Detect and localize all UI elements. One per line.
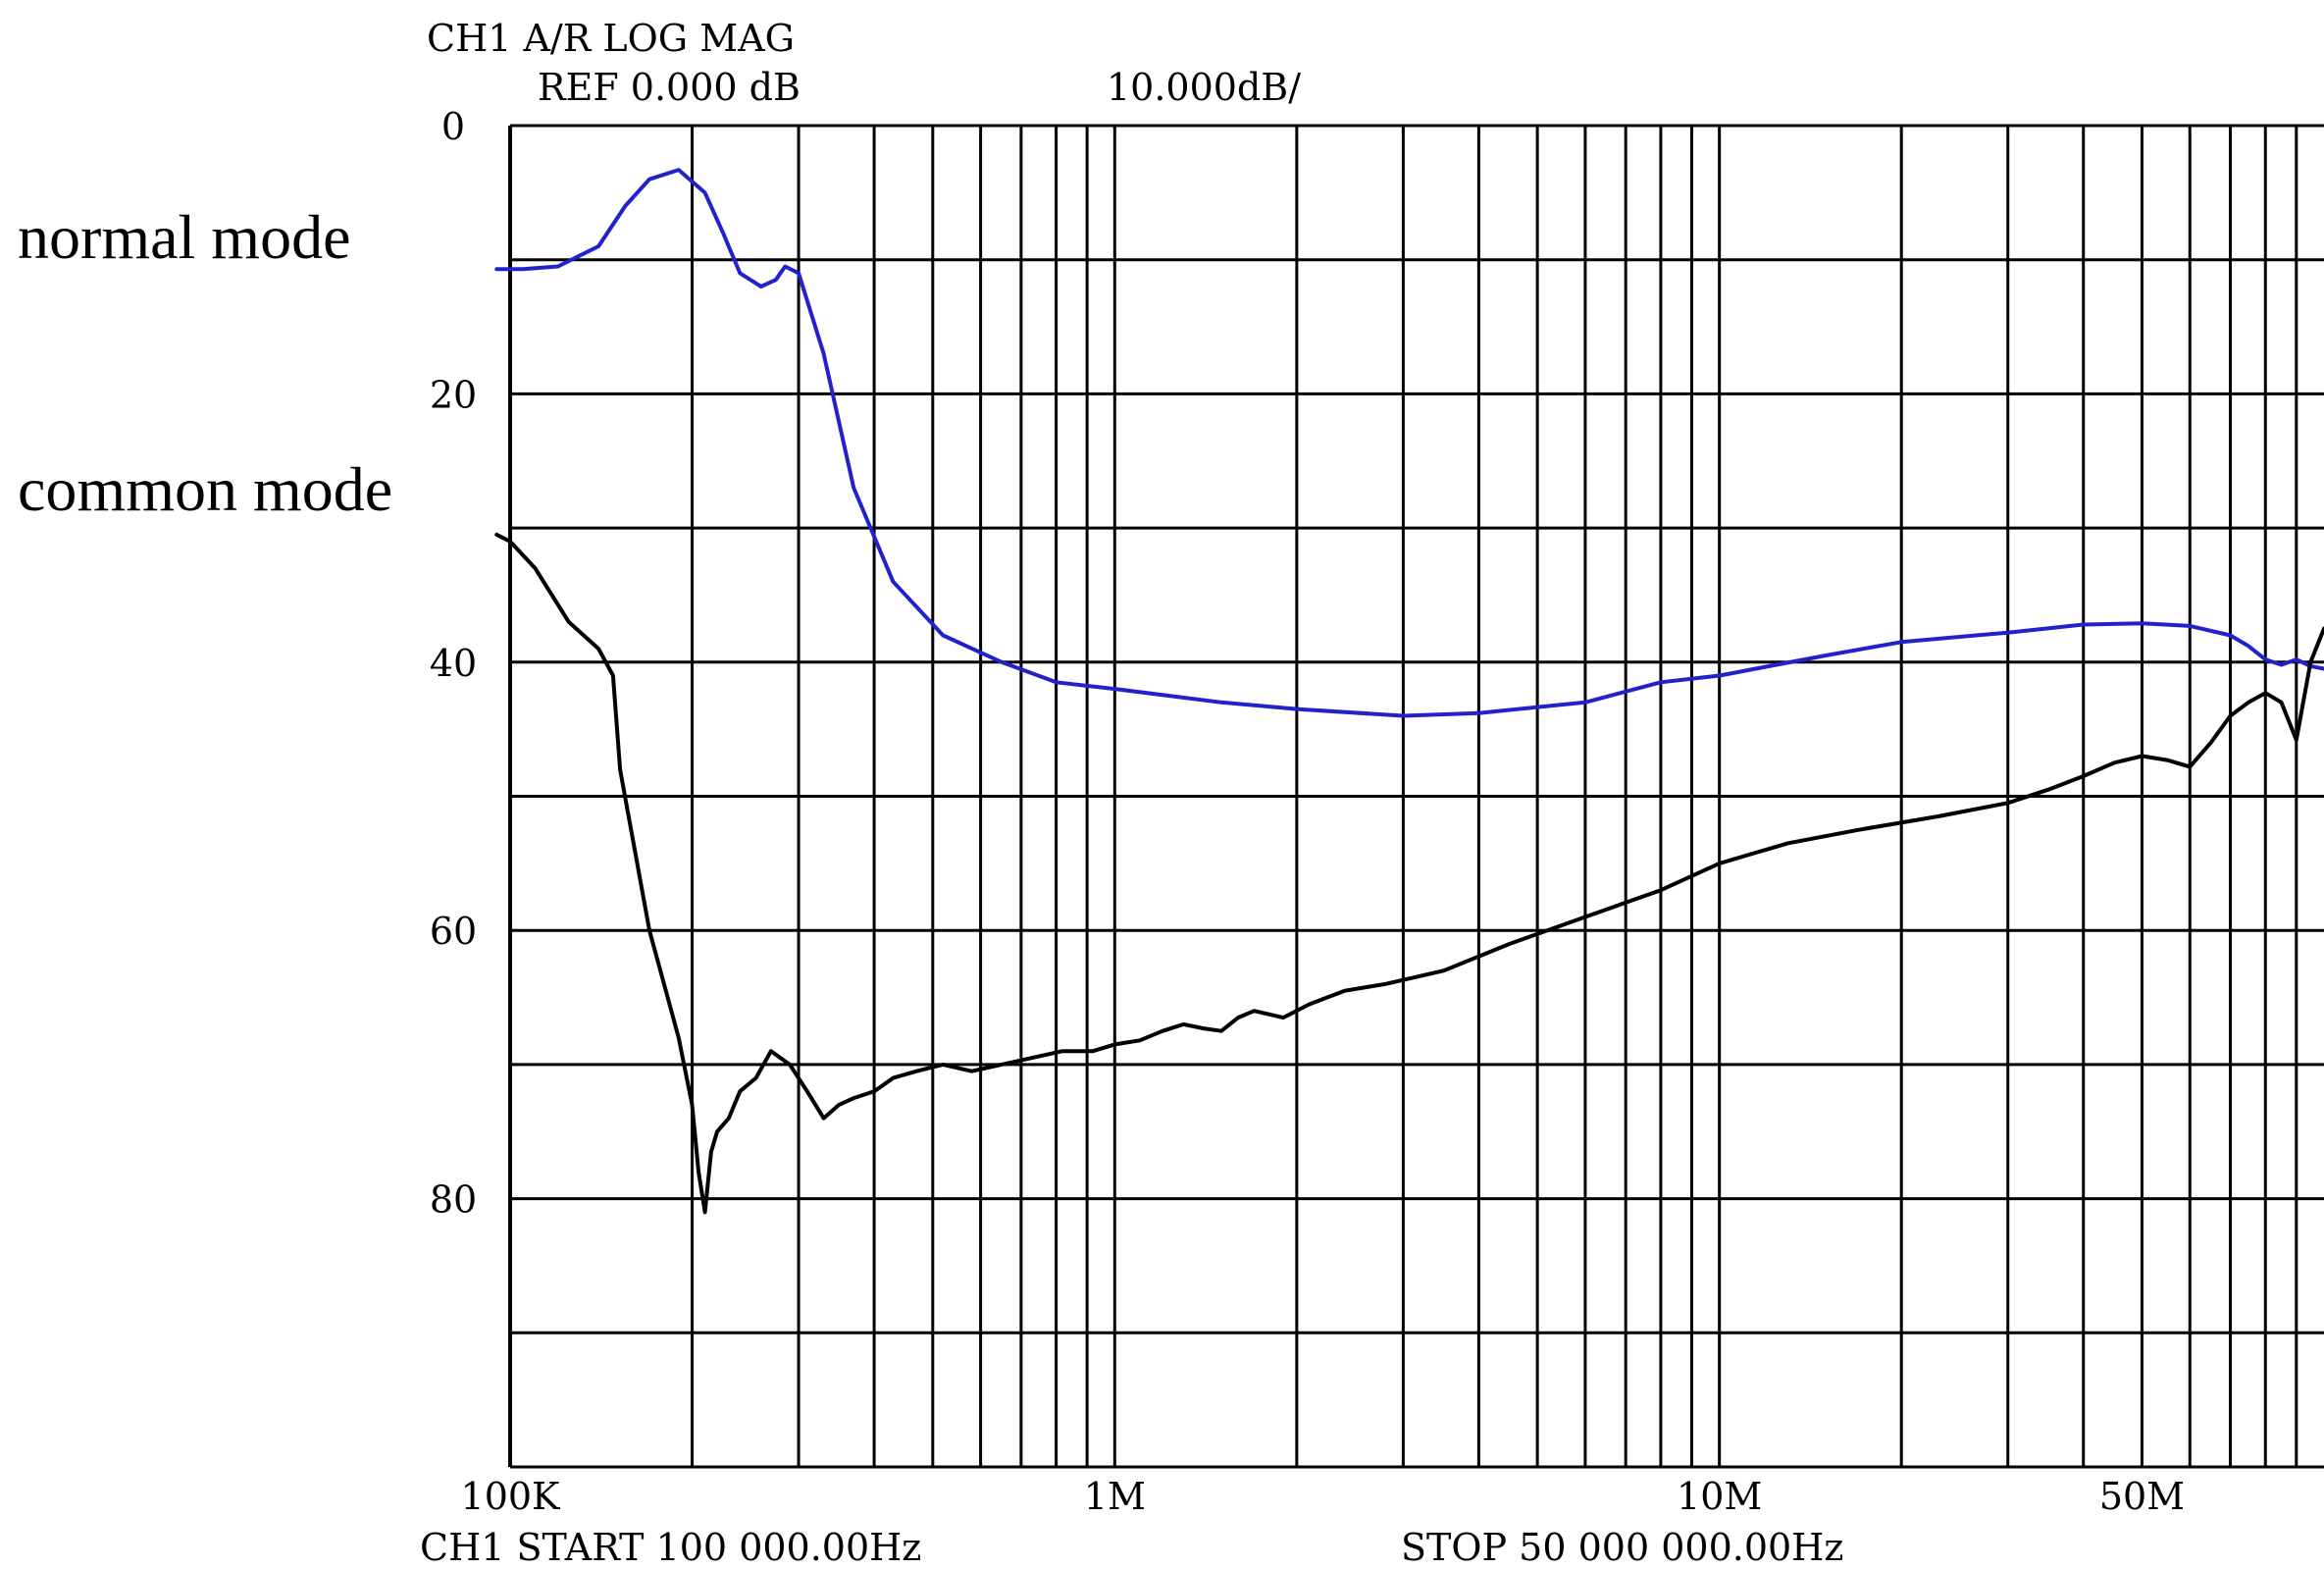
header-ref-level: REF 0.000 dB — [538, 66, 800, 109]
y-tick-label: 80 — [430, 1178, 477, 1222]
header-scale: 10.000dB/ — [1107, 66, 1301, 109]
header-channel-line: CH1 A/R LOG MAG — [427, 17, 795, 60]
series-label-normal-mode: normal mode — [18, 202, 350, 272]
x-tick-label: 50M — [2099, 1475, 2185, 1518]
x-tick-label: 10M — [1677, 1475, 1762, 1518]
series-label-common-mode: common mode — [18, 454, 392, 524]
x-tick-label: 100K — [461, 1475, 561, 1518]
y-tick-label: 0 — [441, 105, 465, 148]
x-tick-label: 1M — [1084, 1475, 1146, 1518]
series-line-common-mode — [494, 532, 2324, 1215]
series-line-normal-mode — [494, 168, 2324, 718]
y-tick-label: 60 — [430, 910, 477, 953]
y-tick-label: 20 — [430, 373, 477, 416]
y-tick-label: 40 — [430, 642, 477, 685]
grid — [508, 124, 2324, 1469]
footer-start-frequency: CH1 START 100 000.00Hz — [420, 1526, 921, 1569]
series-labels: normal mode common mode — [18, 202, 392, 524]
series — [494, 168, 2324, 1215]
axes: 0 20 40 60 80 100K 1M 10M 50M — [430, 105, 2185, 1518]
footer-stop-frequency: STOP 50 000 000.00Hz — [1401, 1526, 1843, 1569]
